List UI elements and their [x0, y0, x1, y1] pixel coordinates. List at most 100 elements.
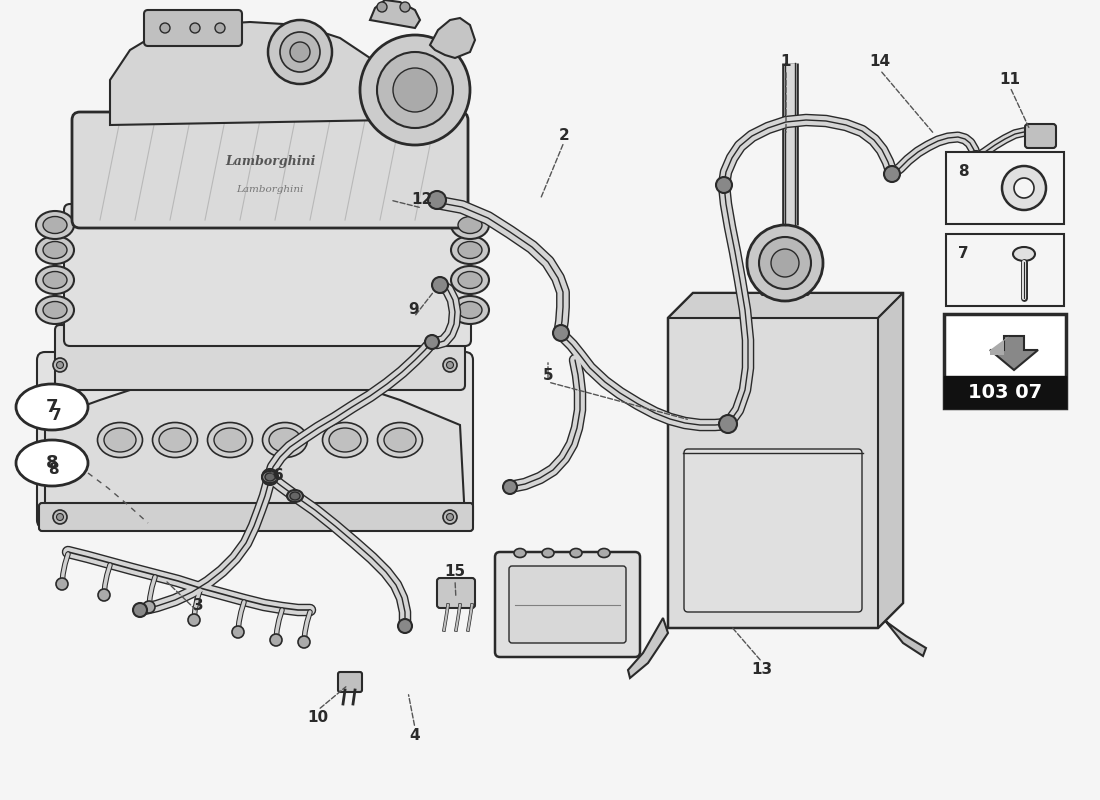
- Ellipse shape: [208, 422, 253, 458]
- Circle shape: [553, 325, 569, 341]
- FancyBboxPatch shape: [64, 204, 471, 346]
- Text: 11: 11: [1000, 73, 1021, 87]
- Ellipse shape: [16, 384, 88, 430]
- Circle shape: [1014, 178, 1034, 198]
- Circle shape: [759, 237, 811, 289]
- Ellipse shape: [458, 217, 482, 234]
- FancyBboxPatch shape: [39, 503, 473, 531]
- Polygon shape: [668, 293, 903, 318]
- Ellipse shape: [451, 266, 490, 294]
- FancyBboxPatch shape: [684, 449, 862, 612]
- Ellipse shape: [329, 428, 361, 452]
- Text: 15: 15: [444, 565, 465, 579]
- Polygon shape: [883, 618, 926, 656]
- Circle shape: [188, 614, 200, 626]
- FancyBboxPatch shape: [72, 112, 468, 228]
- Text: Lamborghini: Lamborghini: [224, 155, 316, 169]
- Circle shape: [298, 636, 310, 648]
- Circle shape: [377, 2, 387, 12]
- Text: Lamborghini: Lamborghini: [236, 186, 304, 194]
- Circle shape: [443, 358, 456, 372]
- Ellipse shape: [104, 428, 136, 452]
- Ellipse shape: [36, 296, 74, 324]
- Bar: [944, 376, 1066, 408]
- Circle shape: [400, 2, 410, 12]
- FancyBboxPatch shape: [1025, 124, 1056, 148]
- FancyBboxPatch shape: [495, 552, 640, 657]
- Ellipse shape: [451, 296, 490, 324]
- Circle shape: [503, 480, 517, 494]
- FancyBboxPatch shape: [55, 325, 465, 390]
- Circle shape: [56, 578, 68, 590]
- Ellipse shape: [36, 211, 74, 239]
- Ellipse shape: [160, 428, 191, 452]
- Circle shape: [133, 603, 147, 617]
- Text: 4: 4: [409, 727, 420, 742]
- Text: 7: 7: [46, 398, 58, 416]
- Circle shape: [969, 151, 983, 165]
- Polygon shape: [110, 22, 390, 125]
- FancyBboxPatch shape: [509, 566, 626, 643]
- Ellipse shape: [43, 271, 67, 289]
- Circle shape: [160, 23, 170, 33]
- Text: 2: 2: [559, 127, 570, 142]
- Ellipse shape: [98, 422, 143, 458]
- Ellipse shape: [270, 428, 301, 452]
- Ellipse shape: [458, 242, 482, 258]
- Polygon shape: [45, 370, 465, 520]
- Polygon shape: [990, 336, 1038, 370]
- Text: 8: 8: [958, 165, 969, 179]
- FancyBboxPatch shape: [437, 578, 475, 608]
- Circle shape: [214, 23, 225, 33]
- Text: 8: 8: [47, 462, 58, 478]
- Ellipse shape: [290, 492, 300, 500]
- Circle shape: [280, 32, 320, 72]
- FancyBboxPatch shape: [144, 10, 242, 46]
- Circle shape: [190, 23, 200, 33]
- Ellipse shape: [451, 211, 490, 239]
- Bar: [946, 152, 1064, 224]
- Ellipse shape: [214, 428, 246, 452]
- Text: 9: 9: [409, 302, 419, 318]
- Polygon shape: [668, 293, 903, 628]
- Ellipse shape: [153, 422, 198, 458]
- Ellipse shape: [287, 490, 303, 502]
- Ellipse shape: [36, 266, 74, 294]
- Ellipse shape: [43, 242, 67, 258]
- Circle shape: [771, 249, 799, 277]
- Bar: [944, 314, 1066, 408]
- Ellipse shape: [458, 302, 482, 318]
- Ellipse shape: [262, 471, 278, 483]
- Polygon shape: [430, 18, 475, 58]
- Circle shape: [425, 335, 439, 349]
- FancyBboxPatch shape: [338, 672, 362, 692]
- Circle shape: [56, 514, 64, 521]
- FancyBboxPatch shape: [761, 263, 808, 295]
- Circle shape: [447, 362, 453, 369]
- Ellipse shape: [451, 236, 490, 264]
- Ellipse shape: [458, 271, 482, 289]
- Ellipse shape: [514, 549, 526, 558]
- Text: 3: 3: [192, 598, 204, 613]
- Ellipse shape: [263, 422, 308, 458]
- Text: 7: 7: [958, 246, 969, 262]
- FancyBboxPatch shape: [37, 352, 473, 528]
- Polygon shape: [990, 336, 1009, 355]
- Ellipse shape: [322, 422, 367, 458]
- Circle shape: [262, 469, 278, 485]
- Ellipse shape: [43, 302, 67, 318]
- Circle shape: [447, 514, 453, 521]
- Circle shape: [428, 191, 446, 209]
- Text: 6: 6: [273, 467, 284, 482]
- Circle shape: [884, 166, 900, 182]
- Ellipse shape: [377, 422, 422, 458]
- Circle shape: [268, 20, 332, 84]
- Circle shape: [232, 626, 244, 638]
- Ellipse shape: [36, 236, 74, 264]
- Circle shape: [1002, 166, 1046, 210]
- Ellipse shape: [542, 549, 554, 558]
- Text: 14: 14: [869, 54, 891, 70]
- Text: 7: 7: [51, 407, 62, 422]
- Text: 5: 5: [542, 367, 553, 382]
- Circle shape: [443, 510, 456, 524]
